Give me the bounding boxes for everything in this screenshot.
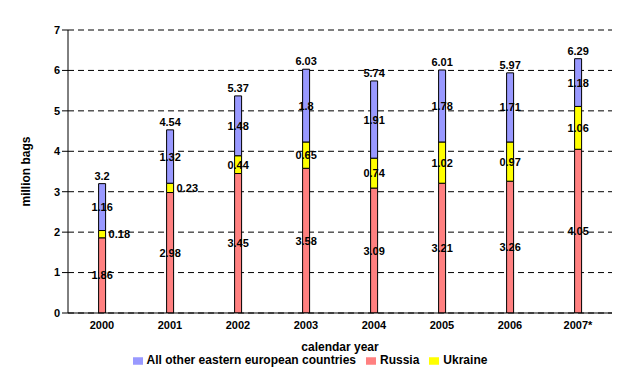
svg-text:1.32: 1.32	[159, 151, 180, 163]
svg-text:0.44: 0.44	[227, 159, 249, 171]
svg-text:4: 4	[54, 145, 61, 157]
svg-text:5.37: 5.37	[227, 82, 248, 94]
svg-text:6.03: 6.03	[295, 55, 316, 67]
svg-text:5.97: 5.97	[499, 59, 520, 71]
svg-text:1.02: 1.02	[431, 157, 452, 169]
svg-text:6: 6	[54, 64, 60, 76]
svg-text:1.16: 1.16	[91, 201, 112, 213]
html-text:Ukraine: Ukraine	[443, 353, 488, 367]
svg-text:calendar year: calendar year	[301, 340, 379, 354]
svg-text:1.71: 1.71	[499, 101, 520, 113]
svg-text:3.21: 3.21	[431, 242, 452, 254]
svg-text:1.18: 1.18	[567, 77, 588, 89]
svg-text:0: 0	[54, 307, 60, 319]
svg-text:2: 2	[54, 226, 60, 238]
svg-text:0.65: 0.65	[295, 149, 316, 161]
svg-text:4.05: 4.05	[567, 225, 588, 237]
svg-text:0.97: 0.97	[499, 156, 520, 168]
svg-text:0.18: 0.18	[109, 228, 130, 240]
svg-text:2005: 2005	[430, 319, 454, 331]
svg-text:3.2: 3.2	[94, 170, 109, 182]
svg-text:0.23: 0.23	[177, 182, 198, 194]
svg-text:3.26: 3.26	[499, 241, 520, 253]
svg-text:6.01: 6.01	[431, 56, 452, 68]
svg-text:3: 3	[54, 186, 60, 198]
html-text:All other eastern european cou: All other eastern european countries	[146, 353, 356, 367]
svg-text:3.09: 3.09	[363, 245, 384, 257]
svg-text:2001: 2001	[158, 319, 182, 331]
svg-text:1.06: 1.06	[567, 122, 588, 134]
svg-text:5: 5	[54, 105, 60, 117]
svg-text:1: 1	[54, 266, 60, 278]
svg-text:1.8: 1.8	[298, 100, 313, 112]
svg-text:2004: 2004	[362, 319, 387, 331]
svg-text:1.91: 1.91	[363, 114, 384, 126]
svg-text:3.58: 3.58	[295, 235, 316, 247]
svg-text:1.78: 1.78	[431, 100, 452, 112]
svg-text:6.29: 6.29	[567, 45, 588, 57]
html-text:Russia: Russia	[380, 353, 420, 367]
svg-text:0.74: 0.74	[363, 167, 385, 179]
svg-text:million bags: million bags	[19, 136, 33, 206]
svg-text:2003: 2003	[294, 319, 318, 331]
svg-text:2002: 2002	[226, 319, 250, 331]
svg-text:5.74: 5.74	[363, 67, 385, 79]
svg-text:4.54: 4.54	[159, 116, 181, 128]
svg-text:2006: 2006	[498, 319, 522, 331]
svg-text:3.45: 3.45	[227, 237, 248, 249]
svg-text:7: 7	[54, 24, 60, 36]
svg-text:1.86: 1.86	[91, 269, 112, 281]
svg-text:2000: 2000	[90, 319, 114, 331]
svg-text:2007*: 2007*	[564, 319, 593, 331]
svg-text:2.98: 2.98	[159, 247, 180, 259]
svg-text:1.48: 1.48	[227, 120, 248, 132]
